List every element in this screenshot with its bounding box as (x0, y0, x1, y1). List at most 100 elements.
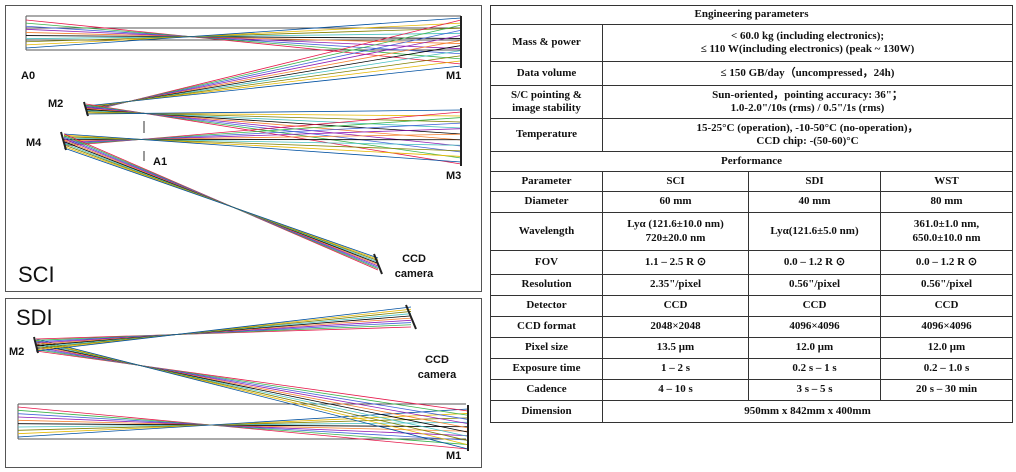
sdi-ray-m2-ccd (35, 322, 412, 343)
perf-sdi-resolution: 0.56"/pixel (748, 274, 881, 296)
eng-label-temperature: Temperature (490, 118, 603, 152)
eng-label-pointing: S/C pointing & image stability (490, 85, 603, 119)
sdi-ray-m2-ccd (35, 326, 412, 340)
perf-sdi-exposure: 0.2 s – 1 s (748, 358, 881, 380)
sdi-ray-trace (17, 304, 469, 451)
perf-row-dimension: Dimension 950mm x 842mm x 400mm (490, 400, 1014, 423)
sdi-ray-m1-m2 (35, 343, 469, 433)
perf-sdi-detector: CCD (748, 295, 881, 317)
sdi-ray-entrance-m1 (17, 406, 469, 450)
sci-ray-a0-m1 (25, 19, 462, 65)
sdi-ray-m2-ccd (35, 308, 412, 351)
spec-table: Engineering parameters Mass & power < 60… (489, 5, 1014, 423)
sdi-ray-entrance-m1 (17, 413, 469, 435)
sdi-ray-m2-ccd (35, 313, 412, 348)
perf-row-pixel-size: Pixel size 13.5 μm 12.0 μm 12.0 μm (490, 337, 1014, 359)
label-m4: M4 (26, 137, 42, 149)
sci-layout-panel: A0 M1 M2 M4 A1 M3 SCI CCD camera (5, 5, 482, 292)
sdi-ray-entrance-m1 (17, 413, 469, 441)
perf-label-detector: Detector (490, 295, 603, 317)
eng-value-mass-line2: ≤ 110 W(including electronics) (peak ~ 1… (700, 43, 915, 55)
perf-sci-wavelength-line2: 720±20.0 nm (645, 231, 706, 244)
eng-value-mass: < 60.0 kg (including electronics); ≤ 110… (601, 24, 1014, 62)
perf-label-wavelength: Wavelength (490, 212, 603, 251)
perf-row-diameter: Diameter 60 mm 40 mm 80 mm (490, 191, 1014, 213)
performance-title: Performance (489, 151, 1014, 172)
perf-wst-ccd-format: 4096×4096 (879, 316, 1014, 338)
perf-sci-resolution: 2.35"/pixel (602, 274, 749, 296)
perf-sdi-ccd-format: 4096×4096 (748, 316, 881, 338)
sdi-ray-m2-ccd (35, 319, 412, 344)
sci-ray-a0-m1 (25, 28, 462, 50)
perf-label-dimension: Dimension (490, 400, 603, 423)
sdi-ccd-label: CCD (425, 354, 449, 366)
sci-ray-a0-m1 (25, 22, 462, 60)
perf-header-sci: SCI (602, 171, 749, 192)
eng-row-pointing: S/C pointing & image stability Sun-orien… (490, 85, 1014, 119)
sdi-ray-m1-m2 (35, 346, 469, 425)
sdi-ray-entrance-m1 (17, 419, 469, 432)
sdi-ray-entrance-m1 (17, 409, 469, 445)
eng-value-temperature-line1: 15-25°C (operation), -10-50°C (no-operat… (696, 121, 919, 134)
sdi-ray-m1-m2 (35, 345, 469, 429)
perf-sdi-fov: 0.0 – 1.2 R ⊙ (748, 250, 881, 275)
perf-wst-resolution: 0.56"/pixel (879, 274, 1014, 296)
perf-sci-detector: CCD (602, 295, 749, 317)
perf-label-diameter: Diameter (490, 191, 603, 213)
perf-wst-pixel-size: 12.0 μm (879, 337, 1014, 359)
eng-value-pointing-line2: 1.0-2.0"/10s (rms) / 0.5"/1s (rms) (730, 102, 885, 114)
sci-mirror-m2 (83, 101, 89, 117)
perf-sdi-wavelength: Lyα(121.6±5.0 nm) (748, 212, 881, 251)
eng-row-temperature: Temperature 15-25°C (operation), -10-50°… (490, 118, 1014, 152)
perf-label-pixel-size: Pixel size (490, 337, 603, 359)
perf-sci-cadence: 4 – 10 s (602, 379, 749, 401)
perf-value-dimension: 950mm x 842mm x 400mm (601, 400, 1014, 423)
perf-header-row: Parameter SCI SDI WST (490, 171, 1014, 192)
perf-header-parameter: Parameter (490, 171, 603, 192)
eng-value-temperature-line2: CCD chip: -(50-60)°C (756, 135, 859, 147)
sci-camera-label: camera (394, 267, 434, 280)
perf-wst-detector: CCD (879, 295, 1014, 317)
perf-wst-diameter: 80 mm (879, 191, 1014, 213)
sdi-ray-m1-m2 (35, 347, 469, 420)
perf-wst-fov: 0.0 – 1.2 R ⊙ (879, 250, 1014, 275)
sci-ray-trace (25, 15, 462, 275)
perf-header-sdi: SDI (748, 171, 881, 192)
perf-sci-fov: 1.1 – 2.5 R ⊙ (602, 250, 749, 275)
engineering-title-row: Engineering parameters (489, 5, 1014, 25)
sdi-ray-m1-m2 (35, 338, 469, 450)
eng-row-mass: Mass & power < 60.0 kg (including electr… (490, 24, 1014, 62)
perf-header-wst: WST (879, 171, 1014, 192)
spec-table-body: Engineering parameters Mass & power < 60… (489, 5, 1014, 423)
label-m2: M2 (48, 98, 64, 110)
perf-sci-ccd-format: 2048×2048 (602, 316, 749, 338)
perf-wst-wavelength: 361.0±1.0 nm, 650.0±10.0 nm (879, 212, 1014, 251)
eng-value-temperature: 15-25°C (operation), -10-50°C (no-operat… (601, 118, 1014, 152)
perf-wst-cadence: 20 s – 30 min (879, 379, 1014, 401)
sci-ray-m2-m3 (85, 109, 462, 115)
sci-ray-a0-m1 (25, 27, 462, 43)
perf-sci-exposure: 1 – 2 s (602, 358, 749, 380)
sdi-ray-m2-ccd (35, 306, 412, 352)
sci-mirror-m4 (60, 131, 67, 151)
eng-row-data: Data volume ≤ 150 GB/day（uncompressed，24… (490, 61, 1014, 86)
sdi-ray-m1-m2 (35, 349, 469, 416)
perf-wst-wavelength-line1: 361.0±1.0 nm, (913, 218, 980, 231)
perf-wst-exposure: 0.2 – 1.0 s (879, 358, 1014, 380)
perf-sdi-cadence: 3 s – 5 s (748, 379, 881, 401)
sdi-ray-m1-m2 (35, 350, 469, 412)
sdi-ccd-detector (405, 304, 417, 330)
sdi-ccd-camera-label: CCD camera (406, 353, 468, 383)
perf-row-wavelength: Wavelength Lyα (121.6±10.0 nm) 720±20.0 … (490, 212, 1014, 251)
sdi-ray-m2-ccd (35, 317, 412, 345)
label-a0: A0 (21, 70, 36, 82)
sci-ray-m4-ccd (63, 147, 379, 259)
sci-ray-a0-m1 (25, 17, 462, 49)
perf-wst-wavelength-line2: 650.0±10.0 nm (912, 231, 981, 244)
eng-value-pointing: Sun-oriented，pointing accuracy: 36"； 1.0… (601, 85, 1014, 119)
perf-row-cadence: Cadence 4 – 10 s 3 s – 5 s 20 s – 30 min (490, 379, 1014, 401)
sci-ccd-camera-label: CCD camera (384, 252, 444, 282)
perf-sdi-diameter: 40 mm (748, 191, 881, 213)
eng-value-mass-line1: < 60.0 kg (including electronics); (730, 29, 885, 42)
perf-label-resolution: Resolution (490, 274, 603, 296)
